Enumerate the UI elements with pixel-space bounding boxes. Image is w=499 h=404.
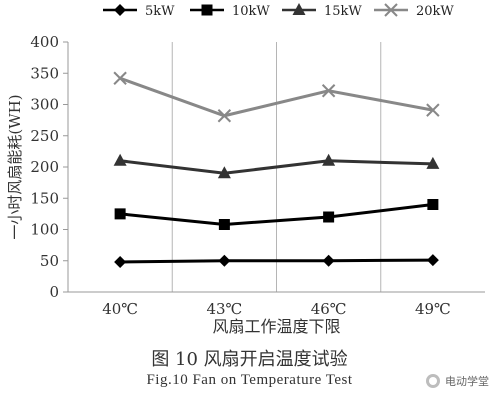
x-tick-label: 46℃: [311, 300, 347, 318]
figure-caption-chinese: 图 10 风扇开启温度试验: [151, 349, 348, 370]
data-point: [114, 256, 127, 268]
data-point: [114, 208, 126, 220]
data-point: [322, 153, 336, 166]
legend-label: 20kW: [416, 4, 454, 19]
legend-label: 5kW: [145, 4, 175, 19]
x-axis-title: 风扇工作温度下限: [212, 317, 340, 336]
x-marker-stroke: [321, 84, 336, 98]
y-tick-label: 250: [30, 127, 59, 145]
figure-caption-english: Fig.10 Fan on Temperature Test: [146, 372, 353, 388]
series-20kW: [113, 71, 440, 123]
data-point: [113, 153, 127, 166]
series-line: [120, 258, 433, 264]
data-point: [217, 166, 231, 179]
data-point: [323, 211, 335, 223]
y-axis-title: 一小时风扇能耗(WH): [6, 94, 24, 239]
data-point: [427, 199, 439, 210]
legend-item: 5kW: [103, 4, 175, 19]
data-point: [218, 254, 231, 267]
series-15kW: [113, 153, 440, 179]
y-tick-label: 100: [30, 221, 59, 239]
watermark: 电动学堂: [426, 373, 489, 389]
legend-marker: [201, 4, 213, 16]
data-point: [426, 156, 440, 169]
legend-marker: [384, 3, 398, 17]
data-point: [322, 254, 335, 267]
legend-marker: [114, 4, 126, 16]
legend-item: 15kW: [282, 3, 362, 19]
x-tick-label: 49℃: [415, 300, 451, 318]
series-line: [119, 76, 434, 118]
data-point: [218, 219, 230, 230]
y-tick-label: 50: [40, 252, 59, 270]
y-tick-label: 150: [30, 189, 59, 207]
x-tick-label: 43℃: [206, 300, 242, 318]
data-point: [426, 103, 440, 117]
series-10kW: [114, 199, 439, 230]
legend-item: 20kW: [374, 3, 454, 19]
data-point: [426, 254, 439, 267]
series-line: [119, 159, 433, 175]
y-tick-label: 350: [30, 64, 59, 82]
y-tick-label: 0: [49, 283, 59, 301]
y-tick-label: 300: [30, 96, 59, 114]
x-tick-label: 40℃: [102, 300, 138, 318]
series-5kW: [114, 254, 439, 268]
series-line: [119, 203, 434, 227]
watermark-text: 电动学堂: [445, 375, 489, 388]
legend-label: 15kW: [324, 4, 362, 19]
legend-label: 10kW: [232, 4, 270, 19]
y-tick-label: 400: [30, 33, 59, 51]
x-marker-stroke: [426, 103, 440, 117]
x-marker-stroke: [217, 109, 232, 123]
legend-item: 10kW: [190, 4, 270, 19]
data-point: [217, 109, 232, 123]
wechat-logo-icon: [426, 374, 440, 388]
x-marker-stroke: [113, 71, 127, 85]
y-tick-label: 200: [30, 158, 59, 176]
legend-marker: [292, 3, 306, 15]
x-marker-stroke: [384, 3, 398, 17]
data-point: [321, 84, 336, 98]
data-point: [113, 71, 127, 85]
